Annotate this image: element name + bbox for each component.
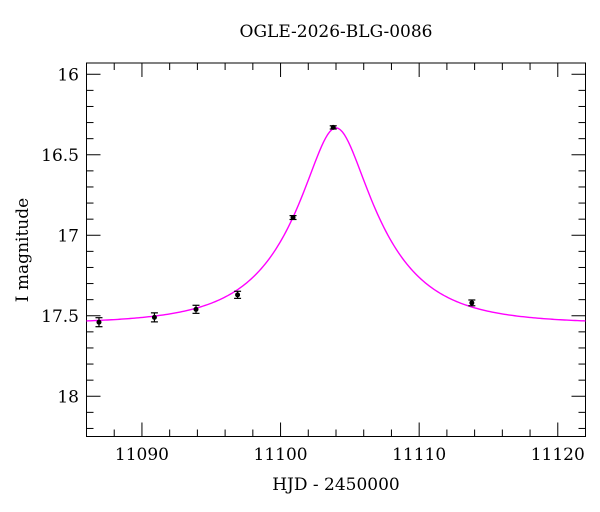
y-tick-label: 17 (57, 226, 79, 246)
x-tick-label: 11110 (392, 445, 446, 465)
data-point (96, 319, 102, 325)
y-tick-label: 17.5 (41, 307, 79, 327)
x-tick-label: 11100 (254, 445, 308, 465)
data-point (193, 306, 199, 312)
x-tick-label: 11120 (531, 445, 585, 465)
chart-title: OGLE-2026-BLG-0086 (239, 22, 433, 42)
data-point (290, 215, 296, 221)
y-tick-label: 16 (57, 65, 79, 85)
y-tick-label: 16.5 (41, 146, 79, 166)
data-point (330, 124, 336, 130)
y-tick-label: 18 (57, 387, 79, 407)
data-point (469, 300, 475, 306)
plot-frame (86, 62, 586, 437)
model-curve (86, 127, 586, 322)
data-point (151, 314, 157, 320)
x-axis-label: HJD - 2450000 (272, 475, 400, 495)
x-tick-label: 11090 (115, 445, 169, 465)
data-point (235, 292, 241, 298)
